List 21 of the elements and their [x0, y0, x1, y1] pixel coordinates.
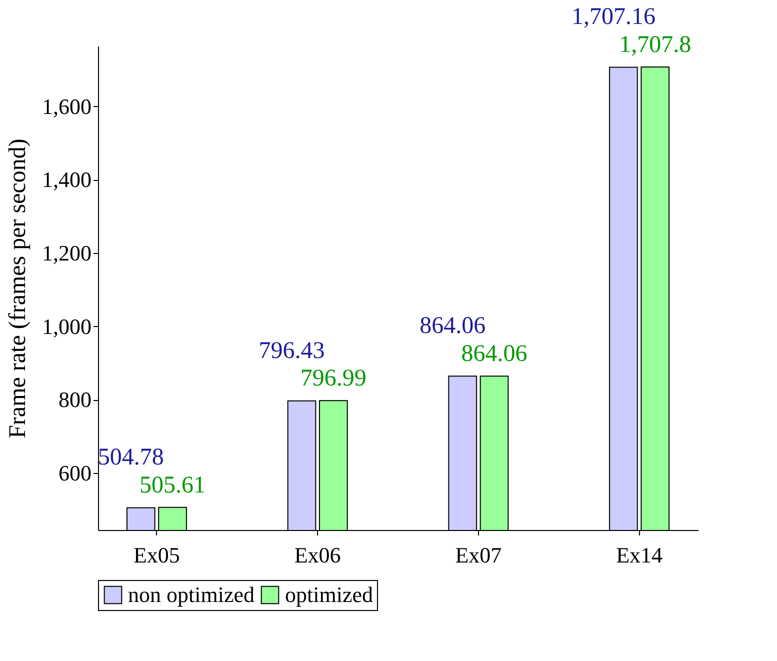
data-label: 1,707.16 [571, 4, 656, 30]
data-label: 505.61 [140, 472, 206, 498]
y-tick-label: 1,200 [42, 240, 92, 266]
y-tick-label: 1,400 [42, 167, 92, 192]
x-tick-label: Ex06 [294, 542, 341, 568]
y-tick-label: 800 [58, 387, 92, 412]
y-tick-label: 1,000 [42, 314, 92, 339]
data-label: 796.43 [258, 338, 325, 364]
legend-label: non optimized [128, 582, 254, 607]
x-tick-label: Ex07 [455, 542, 502, 568]
y-tick-label: 600 [58, 460, 92, 486]
x-tick-label: Ex05 [133, 542, 180, 568]
data-label: 864.06 [461, 341, 528, 368]
data-label: 1,707.8 [619, 32, 692, 58]
data-label: 504.78 [98, 444, 164, 471]
x-tick-label: Ex14 [616, 542, 663, 568]
y-axis-title: Frame rate (frames per second) [5, 138, 31, 438]
legend-label: optimized [285, 582, 373, 607]
data-label: 796.99 [300, 366, 366, 392]
y-tick-label: 1,600 [42, 94, 92, 119]
data-label: 864.06 [420, 313, 486, 340]
